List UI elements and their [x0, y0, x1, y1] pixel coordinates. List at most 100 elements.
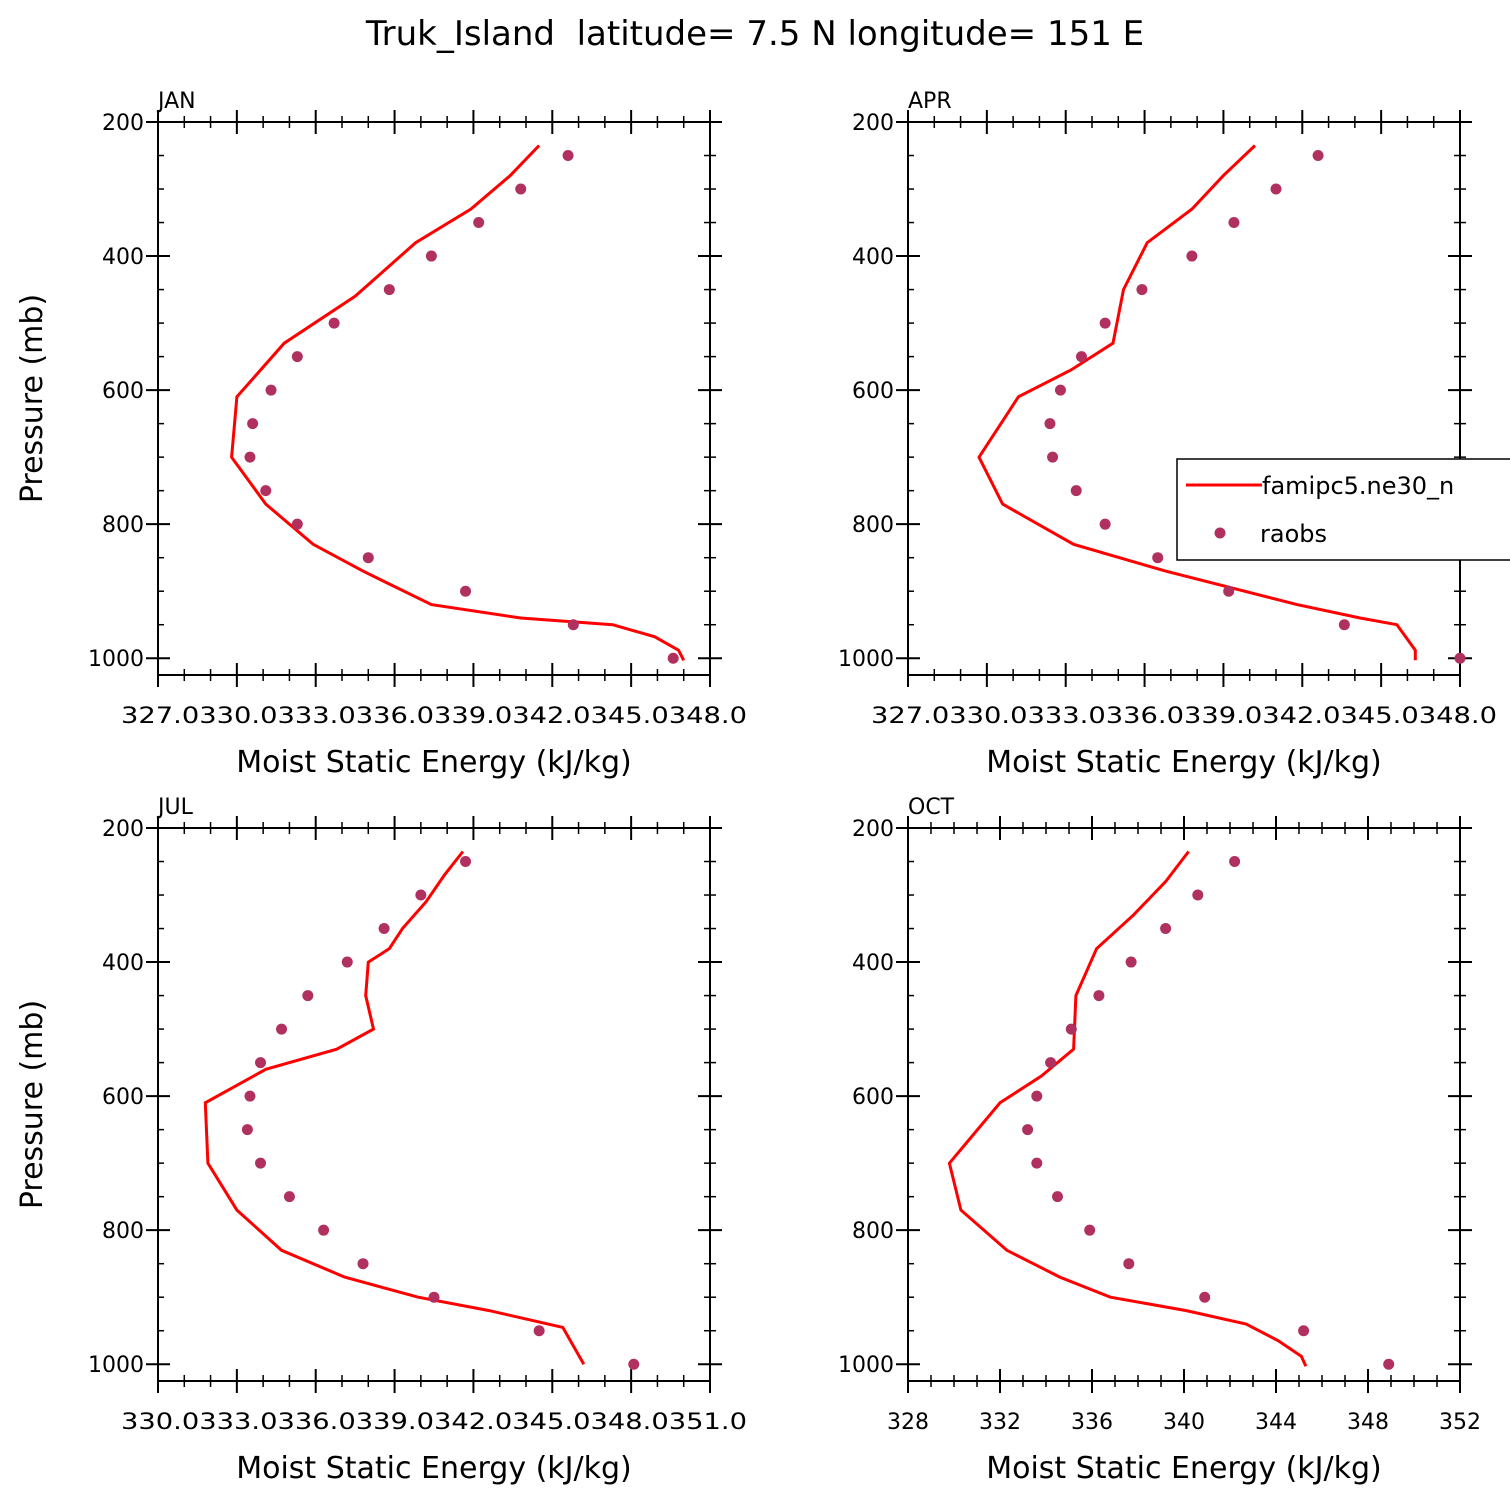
obs-point	[1045, 1057, 1057, 1069]
x-tick-labels: 327.0330.0333.0336.0339.0342.0345.0348.0	[121, 704, 747, 729]
y-tick-label: 400	[102, 951, 144, 976]
obs-point	[533, 1325, 545, 1337]
plot-frame	[157, 121, 711, 676]
y-tick-label: 200	[102, 817, 144, 842]
obs-point	[1099, 317, 1111, 329]
obs-point	[1312, 150, 1324, 162]
obs-point	[425, 250, 437, 262]
obs-point	[291, 351, 303, 363]
obs-point	[1123, 1258, 1135, 1270]
obs-point	[244, 1090, 256, 1102]
obs-point	[328, 317, 340, 329]
obs-point	[383, 284, 395, 296]
obs-point	[265, 384, 277, 396]
obs-point	[260, 485, 272, 497]
obs-point	[276, 1023, 288, 1035]
y-tick-label: 600	[852, 379, 894, 404]
y-axis-title: Pressure (mb)	[15, 1000, 50, 1209]
x-tick-label: 344	[1255, 1410, 1297, 1435]
obs-point	[1031, 1157, 1043, 1169]
obs-point	[341, 956, 353, 968]
x-tick-labels: 327.0330.0333.0336.0339.0342.0345.0348.0	[871, 704, 1497, 729]
obs-point	[1270, 183, 1282, 195]
obs-point	[1383, 1358, 1395, 1370]
plot-frame	[907, 827, 1461, 1382]
y-tick-label: 800	[852, 513, 894, 538]
legend-box	[1176, 458, 1510, 561]
panel-jan: JAN 200 400 600 800 1000 327.0330.0333.0336.03…	[15, 89, 747, 780]
y-tick-label: 200	[102, 111, 144, 136]
obs-point	[1070, 485, 1082, 497]
y-tick-label: 1000	[838, 647, 894, 672]
panel-label: OCT	[908, 795, 955, 820]
x-axis-title: Moist Static Energy (kJ/kg)	[986, 745, 1382, 780]
obs-point	[1228, 217, 1240, 229]
y-tick-label: 200	[852, 111, 894, 136]
legend-obs-marker	[1214, 527, 1226, 539]
y-tick-label: 1000	[88, 647, 144, 672]
obs-point	[1075, 351, 1087, 363]
obs-point	[1084, 1224, 1096, 1236]
x-tick-label: 352	[1439, 1410, 1481, 1435]
plot-frame	[157, 827, 711, 1382]
legend: famipc5.ne30_n raobs	[1176, 458, 1510, 561]
y-tick-label: 1000	[88, 1353, 144, 1378]
legend-obs-label: raobs	[1260, 520, 1327, 548]
figure-title: Truk_Island latitude= 7.5 N longitude= 1…	[365, 14, 1144, 54]
panel-label: APR	[908, 89, 952, 114]
model-line	[203, 850, 586, 1365]
obs-point	[1125, 956, 1137, 968]
obs-point	[667, 652, 679, 664]
y-tick-label: 600	[102, 379, 144, 404]
obs-point	[1199, 1291, 1211, 1303]
x-tick-label: 348	[1347, 1410, 1389, 1435]
obs-point	[255, 1157, 267, 1169]
obs-point	[1022, 1124, 1034, 1136]
obs-point	[244, 451, 256, 463]
obs-point	[1099, 518, 1111, 530]
model-line	[230, 144, 686, 661]
obs-point	[247, 418, 259, 430]
obs-point	[1298, 1325, 1310, 1337]
panel-label: JUL	[156, 795, 194, 820]
panel-apr: APR 200 400 600 800 1000 327.0330.0333.0336.03…	[838, 89, 1497, 780]
obs-point	[1065, 1023, 1077, 1035]
x-axis-title: Moist Static Energy (kJ/kg)	[986, 1451, 1382, 1486]
obs-point	[567, 619, 579, 631]
obs-point	[562, 150, 574, 162]
y-tick-label: 800	[852, 1219, 894, 1244]
obs-point	[1152, 552, 1164, 564]
model-line	[947, 850, 1308, 1367]
y-tick-label: 600	[102, 1085, 144, 1110]
x-tick-labels: 330.0333.0336.0339.0342.0345.0348.0351.0	[121, 1410, 747, 1435]
obs-point	[460, 856, 472, 868]
obs-point	[515, 183, 527, 195]
obs-point	[357, 1258, 369, 1270]
obs-point	[1338, 619, 1350, 631]
obs-point	[1047, 451, 1059, 463]
obs-point	[362, 552, 374, 564]
y-tick-label: 1000	[838, 1353, 894, 1378]
obs-point	[473, 217, 485, 229]
legend-model-label: famipc5.ne30_n	[1262, 472, 1454, 500]
obs-point	[1454, 652, 1466, 664]
x-axis-title: Moist Static Energy (kJ/kg)	[236, 1451, 632, 1486]
y-tick-label: 800	[102, 513, 144, 538]
obs-point	[1186, 250, 1198, 262]
obs-point	[283, 1191, 295, 1203]
x-tick-label: 336	[1071, 1410, 1113, 1435]
y-tick-label: 600	[852, 1085, 894, 1110]
obs-point	[428, 1291, 440, 1303]
x-tick-label: 332	[979, 1410, 1021, 1435]
obs-point	[1054, 384, 1066, 396]
obs-point	[1093, 990, 1105, 1002]
obs-point	[241, 1124, 253, 1136]
panel-jul: JUL 200 400 600 800 1000 330.0333.0336.0339.03…	[15, 795, 747, 1486]
obs-point	[1052, 1191, 1063, 1203]
obs-point	[1160, 923, 1172, 935]
panels: JAN 200 400 600 800 1000 327.0330.0333.0336.03…	[15, 89, 1497, 1486]
obs-point	[378, 923, 390, 935]
x-tick-label: 340	[1163, 1410, 1205, 1435]
obs-point	[1192, 889, 1204, 901]
